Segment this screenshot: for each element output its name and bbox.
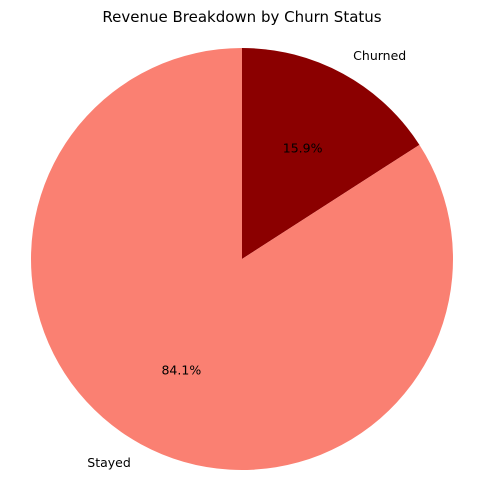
slice-percent-churned: 15.9% (283, 140, 323, 155)
pie-slice-churned (242, 48, 420, 259)
pie-labels: Churned 15.9% Stayed 84.1% (87, 48, 406, 470)
slice-label-stayed: Stayed (87, 455, 131, 470)
chart-title: Revenue Breakdown by Churn Status (102, 8, 381, 26)
pie-slices (31, 48, 454, 470)
pie-slice-stayed (31, 48, 454, 470)
slice-label-churned: Churned (353, 48, 406, 63)
slice-percent-stayed: 84.1% (161, 363, 201, 378)
